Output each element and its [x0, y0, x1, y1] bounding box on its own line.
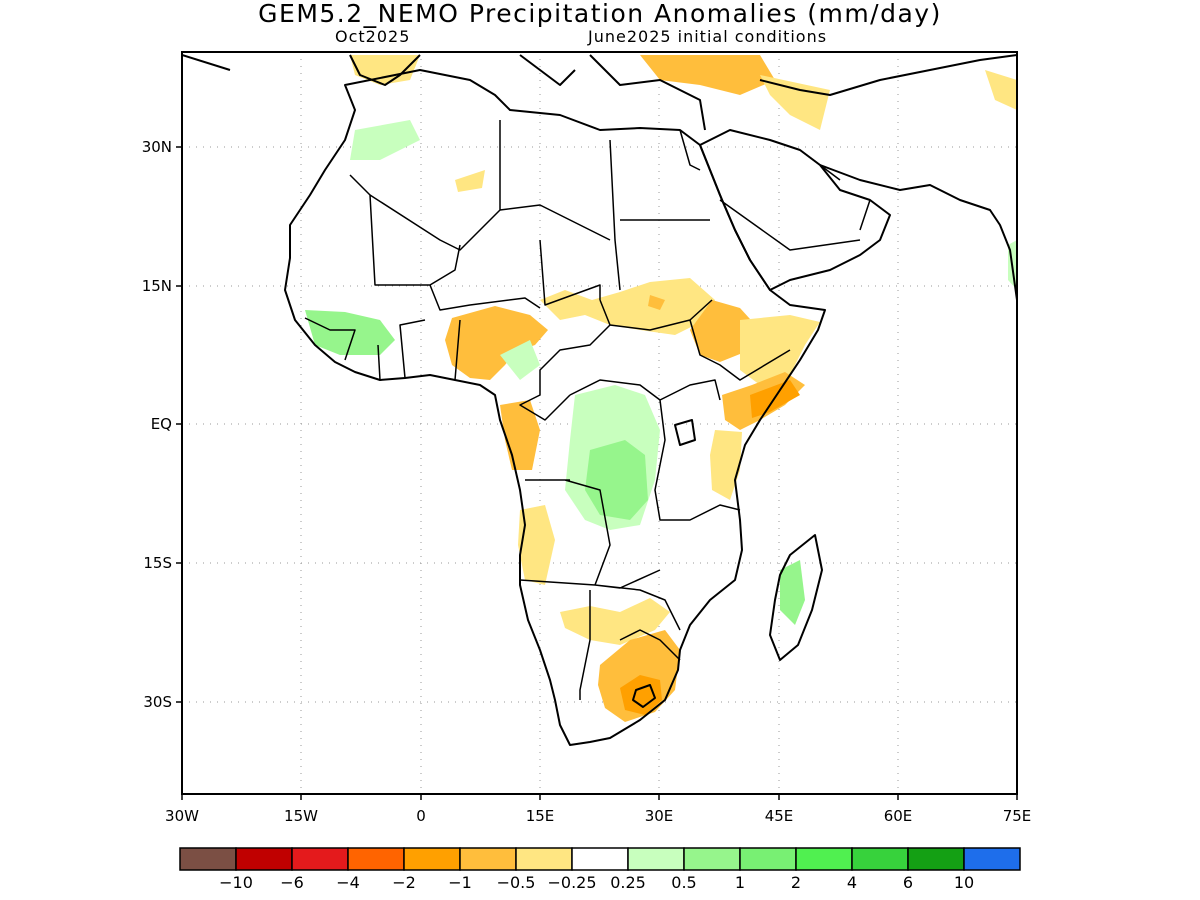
lon-tick-label: 45E: [765, 807, 794, 825]
lon-tick-label: 0: [416, 807, 426, 825]
graticule: [182, 52, 1017, 794]
wet-anomaly-guinea: [305, 310, 395, 355]
colorbar-swatch: [627, 847, 685, 871]
dry-anomaly-zambia: [560, 598, 670, 645]
colorbar: [179, 847, 1021, 871]
dry-anomaly-iran: [985, 70, 1017, 110]
europe-coastline: [182, 54, 706, 131]
lon-tick-label: 15E: [526, 807, 555, 825]
colorbar-label: 0.5: [671, 873, 696, 892]
colorbar-labels: −10 −6 −4 −2 −1 −0.5 −0.25 0.25 0.5 1 2 4 6 10: [219, 873, 974, 892]
lat-tick-label: EQ: [151, 415, 172, 433]
wet-anomaly-nigeria: [500, 340, 540, 380]
dry-anomaly-angola: [518, 505, 555, 585]
lon-tick-label: 30E: [645, 807, 674, 825]
lat-tick-label: 15S: [143, 554, 172, 572]
latitude-labels: 30N 15N EQ 15S 30S: [142, 138, 182, 711]
colorbar-swatch: [851, 847, 909, 871]
colorbar-label: −4: [336, 873, 360, 892]
colorbar-swatch: [403, 847, 461, 871]
wet-anomaly-atlas: [350, 120, 420, 160]
colorbar-swatch: [571, 847, 629, 871]
dry-anomaly-lesotho-core: [620, 675, 662, 715]
country-borders: [304, 120, 871, 700]
lake-victoria: [674, 419, 696, 446]
dry-anomaly-sudan: [648, 295, 665, 310]
lon-tick-label: 15W: [284, 807, 318, 825]
colorbar-label: 2: [791, 873, 801, 892]
coastlines: [182, 54, 1017, 746]
colorbar-label: −2: [392, 873, 416, 892]
colorbar-label: −1: [448, 873, 472, 892]
dry-anomaly-caucasus: [760, 75, 830, 130]
colorbar-swatch: [179, 847, 237, 871]
lon-tick-label: 75E: [1003, 807, 1032, 825]
dry-anomaly-west-africa: [445, 306, 548, 380]
initial-conditions: June2025 initial conditions: [588, 27, 828, 46]
dry-anomaly-turkey: [640, 55, 775, 95]
lat-tick-label: 30S: [143, 693, 172, 711]
arabia-coastline: [699, 129, 891, 291]
colorbar-swatch: [291, 847, 349, 871]
lon-tick-label: 30W: [165, 807, 199, 825]
colorbar-swatch: [683, 847, 741, 871]
colorbar-label: −0.25: [547, 873, 596, 892]
colorbar-label: −10: [219, 873, 253, 892]
colorbar-label: 6: [903, 873, 913, 892]
colorbar-swatch: [515, 847, 573, 871]
anomaly-shading: [305, 55, 1017, 722]
wet-anomaly-congo-core: [585, 440, 648, 520]
colorbar-swatch: [739, 847, 797, 871]
wet-anomaly-madagascar: [780, 560, 805, 625]
colorbar-label: 4: [847, 873, 857, 892]
colorbar-label: 0.25: [610, 873, 646, 892]
longitude-labels: 30W 15W 0 15E 30E 45E 60E 75E: [165, 794, 1031, 825]
colorbar-swatch: [235, 847, 293, 871]
dry-anomaly-libya: [455, 170, 485, 192]
lon-tick-label: 60E: [884, 807, 913, 825]
madagascar-coastline: [769, 534, 823, 661]
colorbar-label: −0.5: [497, 873, 536, 892]
colorbar-swatch: [347, 847, 405, 871]
colorbar-label: −6: [280, 873, 304, 892]
lesotho-border: [632, 684, 656, 708]
asia-coastline: [759, 54, 1017, 301]
colorbar-label: 10: [954, 873, 974, 892]
dry-anomaly-tanzania-coast: [710, 430, 742, 500]
dry-anomaly-gabon: [500, 400, 540, 470]
colorbar-swatch: [963, 847, 1021, 871]
dry-anomaly-mediterranean: [350, 55, 420, 85]
lat-tick-label: 15N: [142, 277, 172, 295]
map-frame: [181, 51, 1018, 795]
colorbar-label: 1: [735, 873, 745, 892]
colorbar-swatch: [907, 847, 965, 871]
colorbar-swatch: [795, 847, 853, 871]
forecast-month: Oct2025: [335, 27, 411, 46]
dry-anomaly-sahel: [540, 278, 715, 335]
lat-tick-label: 30N: [142, 138, 172, 156]
map-title: GEM5.2_NEMO Precipitation Anomalies (mm/…: [258, 0, 942, 28]
colorbar-swatch: [459, 847, 517, 871]
